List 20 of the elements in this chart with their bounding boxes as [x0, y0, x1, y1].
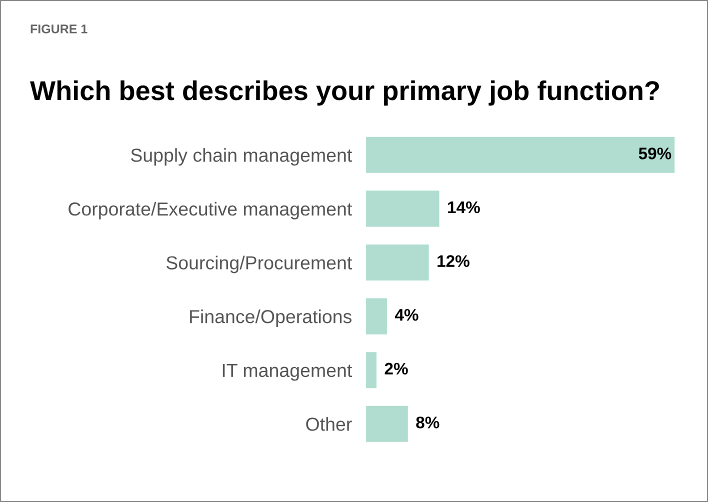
bar — [366, 406, 408, 442]
y-tick-label: Sourcing/Procurement — [166, 256, 352, 274]
bar — [366, 352, 376, 388]
y-tick-label: IT management — [222, 364, 352, 381]
y-tick-label: Supply chain management — [131, 148, 352, 166]
data-label: 12% — [438, 255, 470, 267]
y-tick-label: Other — [306, 417, 352, 431]
data-label: 2% — [384, 362, 408, 375]
bar — [366, 244, 429, 281]
bar — [366, 298, 387, 334]
data-label: 59% — [638, 148, 672, 160]
data-label: 8% — [416, 416, 440, 428]
data-label: 14% — [448, 201, 480, 214]
data-label: 4% — [394, 309, 418, 321]
y-tick-label: Corporate/Executive management — [68, 202, 352, 220]
bar — [366, 136, 675, 173]
chart-title: Which best describes your primary job function? — [30, 80, 659, 106]
bar — [366, 190, 440, 227]
caption: FIGURE 1 — [30, 24, 88, 34]
y-tick-label: Finance/Operations — [190, 310, 352, 327]
